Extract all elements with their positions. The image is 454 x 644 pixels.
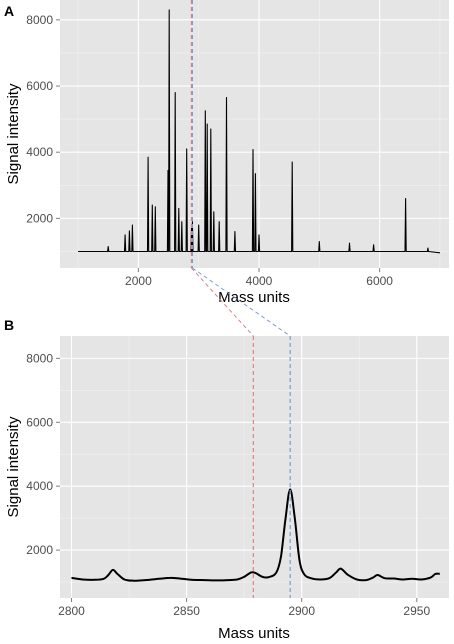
panel-b-background: [60, 336, 449, 598]
zoom-connectors: [191, 267, 291, 337]
a-x-tick-label: 2000: [125, 274, 152, 288]
b-x-tick-label: 2950: [403, 604, 430, 618]
panel-a-tag: A: [4, 3, 14, 19]
a-y-tick-label: 2000: [26, 211, 53, 225]
a-x-tick-label: 4000: [246, 274, 273, 288]
panel-b-tag: B: [4, 317, 14, 333]
panel-b-x-axis-title: Mass units: [218, 625, 290, 642]
panel-a-spectrum-line: [78, 9, 441, 254]
panel-a-y-ticks: 2000 4000 6000 8000: [26, 13, 60, 225]
a-y-tick-label: 4000: [26, 145, 53, 159]
b-y-tick-label: 6000: [26, 415, 53, 429]
b-y-tick-label: 2000: [26, 543, 53, 557]
a-y-tick-label: 6000: [26, 79, 53, 93]
panel-a-spectrum: [78, 9, 441, 254]
panel-b-y-ticks: 2000 4000 6000 8000: [26, 351, 60, 557]
panel-b-spectrum: [71, 488, 440, 582]
b-y-tick-label: 4000: [26, 479, 53, 493]
panel-b-grid: [60, 336, 449, 598]
b-x-tick-label: 2850: [173, 604, 200, 618]
panel-a-y-axis-title: Signal intensity: [5, 83, 22, 184]
b-y-tick-label: 8000: [26, 351, 53, 365]
panel-b-y-axis-title: Signal intensity: [5, 416, 22, 517]
panel-b-spectrum-line: [71, 488, 440, 582]
a-y-tick-label: 8000: [26, 13, 53, 27]
panel-b-markers: [252, 336, 291, 598]
panel-a-markers: [190, 0, 193, 268]
panel-b: B 2000 4000 6000 8000 2800 2850 2900 2950 Mass…: [4, 317, 449, 642]
panel-a-x-ticks: 2000 4000 6000: [125, 268, 393, 288]
zoom-connector-blue: [192, 267, 291, 337]
panel-b-x-ticks: 2800 2850 2900 2950: [58, 598, 430, 618]
zoom-connector-red: [191, 267, 254, 337]
panel-a-x-axis-title: Mass units: [218, 289, 290, 306]
b-x-tick-label: 2900: [288, 604, 315, 618]
a-x-tick-label: 6000: [366, 274, 393, 288]
panel-a-grid: [60, 0, 449, 268]
b-x-tick-label: 2800: [58, 604, 85, 618]
panel-a: A 2000 4000 6000 8000 2000 4000 6000 Mass uni…: [4, 0, 449, 306]
